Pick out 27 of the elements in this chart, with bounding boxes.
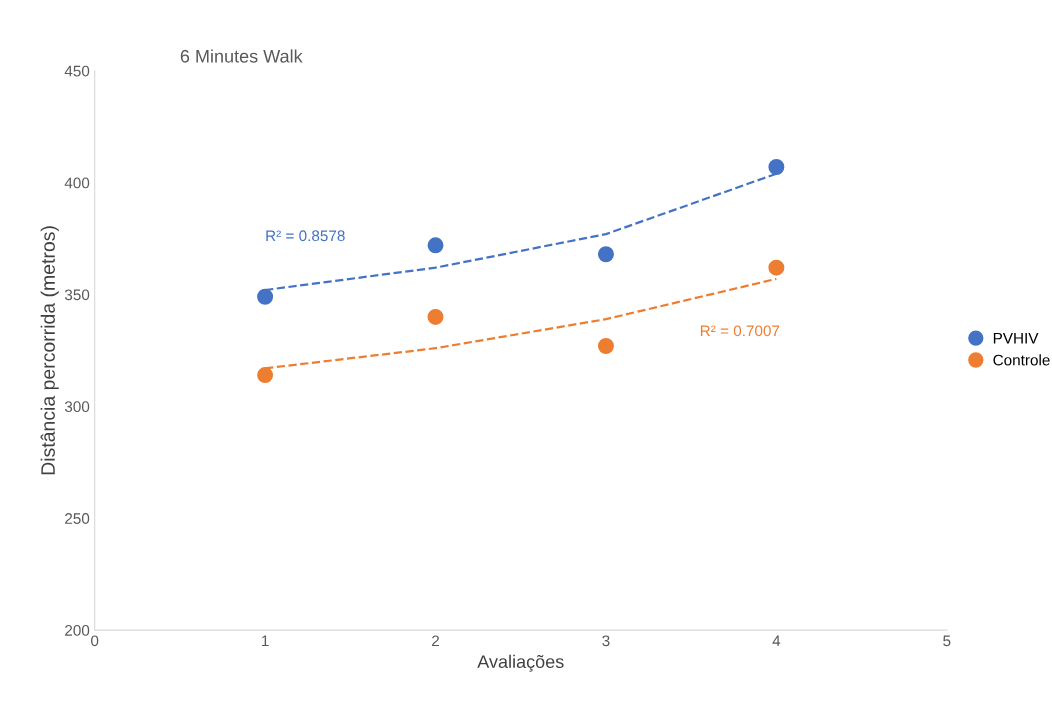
x-tick-label: 1 xyxy=(262,635,269,647)
point xyxy=(768,159,785,175)
point xyxy=(768,259,785,276)
y-tick-label: 450 xyxy=(64,65,90,77)
y-tick-label: 400 xyxy=(64,177,90,189)
chart-title: 6 Minutes Walk xyxy=(180,49,303,63)
y-tick-label: 200 xyxy=(65,624,90,636)
point xyxy=(427,308,444,325)
x-tick-label: 2 xyxy=(432,635,440,647)
legend-label: PVHIV xyxy=(993,332,1039,344)
point xyxy=(257,367,274,384)
x-axis-title: Avaliações xyxy=(477,654,564,672)
x-tick-label: 0 xyxy=(91,635,99,647)
x-tick-label: 4 xyxy=(772,635,781,647)
annotation: R² = 0.8578 xyxy=(266,230,345,242)
point xyxy=(257,288,274,305)
point xyxy=(427,237,444,254)
y-axis-title: Distância percorrida (metros) xyxy=(40,226,59,475)
point xyxy=(597,246,614,263)
y-tick-label: 300 xyxy=(64,401,90,413)
annotation: R² = 0.7007 xyxy=(700,325,780,337)
y-tick-label: 250 xyxy=(65,513,90,524)
y-tick-label: 350 xyxy=(64,289,90,301)
point xyxy=(597,338,614,354)
x-tick-label: 5 xyxy=(943,635,951,647)
legend-label: Controle xyxy=(993,354,1050,366)
x-tick-label: 3 xyxy=(602,635,610,647)
